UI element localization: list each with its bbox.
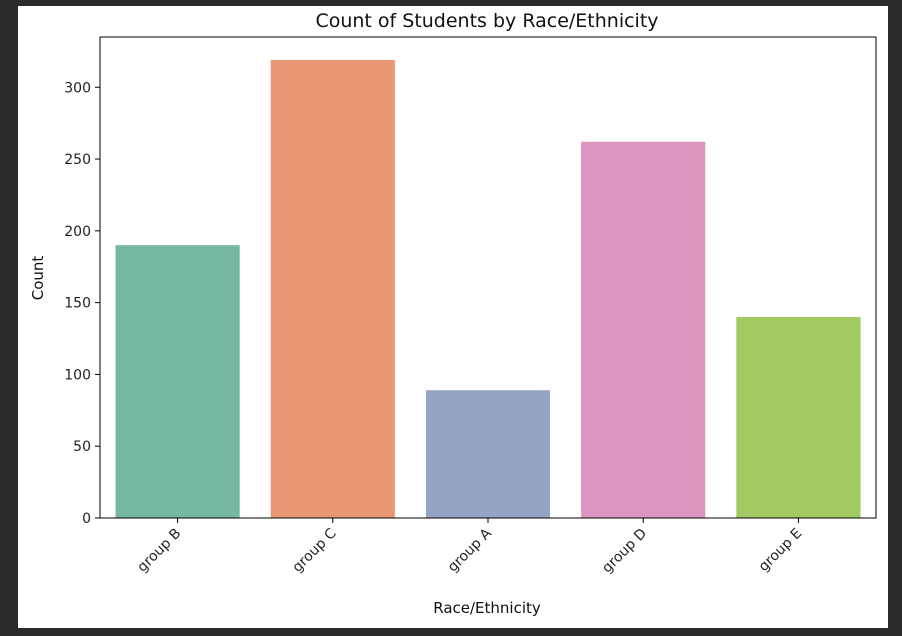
x-tick-label: group B [134,526,184,576]
bar-group-e [736,316,861,518]
y-tick-label: 200 [64,224,91,240]
plot-frame [99,36,877,519]
bar-chart: Count of Students by Race/Ethnicity 0 50 1… [29,10,877,617]
y-tick-label: 250 [64,152,91,168]
x-tick-label: group E [756,526,805,575]
y-tick-label: 150 [64,296,91,312]
x-tick-label: group C [290,525,340,575]
x-axis-label: Race/Ethnicity [433,599,541,617]
bar-group-d [581,141,706,518]
x-tick-label: group D [599,526,650,577]
chart-title: Count of Students by Race/Ethnicity [315,10,658,32]
bar-group-b [115,245,240,518]
y-tick-label: 100 [64,367,91,383]
y-tick-label: 0 [82,511,91,527]
bar-group-a [425,390,551,518]
bars-group [115,59,861,518]
y-axis: 0 50 100 150 200 250 300 [64,80,100,527]
chart-figure: Count of Students by Race/Ethnicity 0 50 1… [18,6,888,628]
y-tick-label: 300 [64,80,91,96]
x-axis: group B group C group A group D group E [134,518,805,576]
y-axis-label: Count [29,256,47,301]
bar-group-c [270,59,395,518]
x-tick-label: group A [445,525,495,575]
y-tick-label: 50 [73,439,91,455]
